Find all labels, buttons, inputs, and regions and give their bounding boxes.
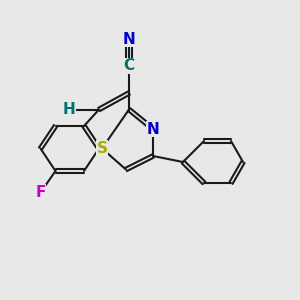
Text: H: H bbox=[63, 102, 75, 117]
Text: F: F bbox=[35, 185, 46, 200]
Text: S: S bbox=[97, 141, 107, 156]
Text: C: C bbox=[123, 58, 135, 74]
Text: N: N bbox=[123, 32, 135, 46]
Text: N: N bbox=[147, 122, 159, 136]
